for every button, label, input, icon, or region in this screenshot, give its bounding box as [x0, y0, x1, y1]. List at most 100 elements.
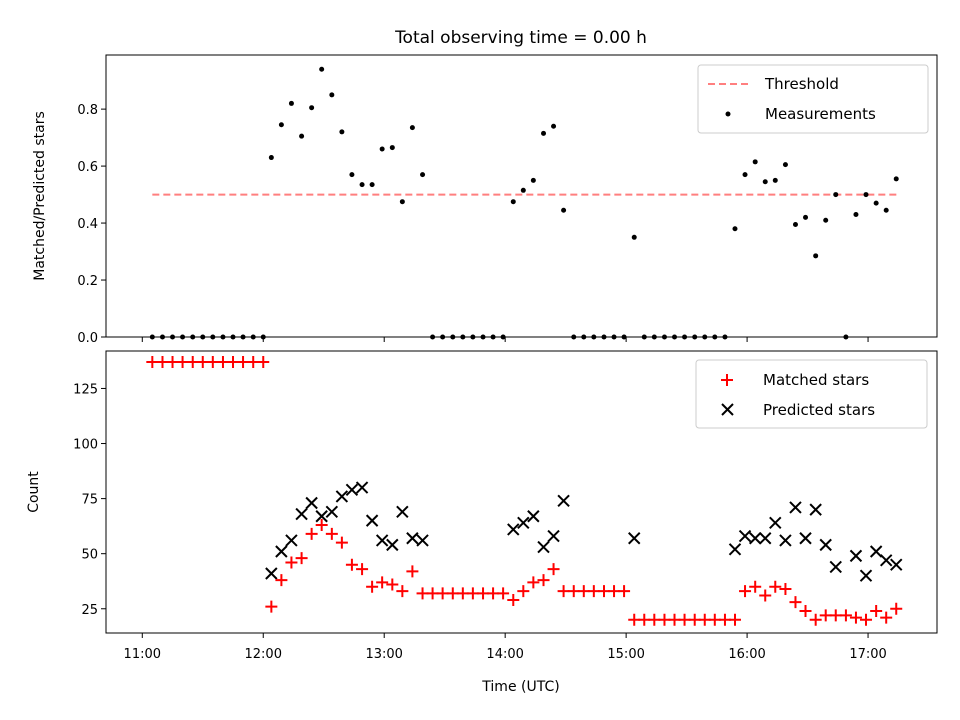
predicted-star-point — [295, 507, 308, 521]
matched-star-point — [819, 609, 832, 622]
matched-star-point — [345, 558, 358, 571]
measurement-point — [863, 192, 869, 198]
predicted-star-point — [799, 532, 812, 545]
predicted-star-point — [406, 532, 419, 545]
top-plot-frame — [105, 54, 938, 338]
top-panel: 0.00.20.40.60.8 Matched/Predicted stars … — [32, 54, 938, 346]
predicted-star-point — [738, 529, 752, 543]
matched-star-point — [227, 356, 240, 369]
matched-star-point — [799, 604, 812, 617]
top-y-axis-label: Matched/Predicted stars — [32, 111, 48, 281]
matched-star-point — [166, 356, 179, 369]
measurement-point — [329, 92, 335, 98]
predicted-star-point — [507, 523, 520, 536]
matched-star-point — [335, 536, 348, 549]
predicted-star-point — [859, 569, 873, 582]
matched-star-point — [366, 580, 379, 593]
measurement-point — [520, 187, 526, 193]
matched-star-point — [587, 585, 600, 598]
matched-star-point — [396, 585, 409, 598]
top-y-tick-label: 0.4 — [77, 217, 98, 232]
matched-star-point — [870, 604, 883, 617]
matched-star-point — [216, 356, 229, 369]
bottom-y-tick-label: 100 — [73, 438, 98, 453]
predicted-star-point — [517, 516, 530, 530]
measurement-point — [359, 182, 365, 188]
measurement-point — [510, 199, 516, 205]
predicted-star-point — [396, 505, 409, 519]
bottom-y-tick-label: 75 — [81, 493, 98, 508]
matched-star-point — [477, 587, 490, 600]
matched-star-point — [658, 613, 671, 626]
measurement-point — [893, 176, 899, 182]
bottom-x-tick-label: 12:00 — [245, 647, 282, 662]
measurement-point — [742, 172, 748, 178]
matched-star-point — [890, 602, 903, 615]
bottom-x-tick-label: 14:00 — [486, 647, 523, 662]
legend-matched-label: Matched stars — [763, 371, 869, 389]
matched-star-point — [779, 582, 792, 595]
predicted-star-point — [345, 483, 359, 497]
predicted-star-point — [869, 545, 883, 558]
matched-star-point — [839, 609, 852, 622]
predicted-star-point — [325, 505, 339, 519]
legend-predicted-swatch — [721, 403, 734, 416]
matched-star-point — [718, 613, 731, 626]
matched-star-point — [527, 576, 540, 589]
measurement-point — [883, 207, 889, 213]
measurement-point — [339, 129, 345, 135]
matched-star-point — [648, 613, 661, 626]
predicted-star-point — [769, 516, 782, 530]
legend-measurements-label: Measurements — [765, 105, 876, 123]
chart-title: Total observing time = 0.00 h — [394, 28, 647, 48]
measurement-point — [409, 125, 415, 131]
matched-star-point — [809, 613, 822, 626]
legend-threshold-label: Threshold — [764, 75, 839, 93]
matched-star-point — [466, 587, 479, 600]
matched-star-point — [416, 587, 429, 600]
matched-star-point — [608, 585, 621, 598]
predicted-star-point — [416, 534, 429, 547]
matched-star-point — [688, 613, 701, 626]
measurement-point — [782, 162, 788, 168]
bottom-x-tick-label: 17:00 — [849, 647, 886, 662]
measurement-point — [319, 66, 325, 72]
measurement-point — [772, 177, 778, 183]
matched-star-point — [567, 585, 580, 598]
matched-star-point — [708, 613, 721, 626]
predicted-star-point — [809, 503, 822, 516]
matched-star-point — [285, 556, 298, 569]
matched-star-point — [487, 587, 500, 600]
top-legend: Threshold Measurements — [697, 64, 929, 134]
predicted-star-point — [890, 558, 903, 571]
matched-star-point — [547, 563, 560, 576]
matched-star-point — [749, 580, 762, 593]
bottom-legend-box — [695, 359, 928, 429]
matched-star-point — [325, 527, 338, 540]
matched-star-point — [769, 580, 782, 593]
matched-star-point — [698, 613, 711, 626]
matched-star-point — [206, 356, 219, 369]
measurement-point — [541, 130, 547, 136]
bottom-x-tick-label: 11:00 — [124, 647, 161, 662]
predicted-star-point — [527, 510, 540, 523]
matched-star-point — [196, 356, 209, 369]
predicted-star-point — [779, 534, 792, 547]
measurement-point — [369, 182, 375, 188]
matched-star-point — [237, 356, 250, 369]
predicted-star-point — [879, 554, 893, 567]
measurement-point — [309, 105, 315, 111]
bottom-y-tick-label: 25 — [81, 603, 98, 618]
predicted-star-point — [849, 549, 863, 563]
measurement-point — [561, 207, 567, 213]
measurement-point — [420, 172, 426, 178]
predicted-star-point — [759, 532, 772, 545]
bottom-x-tick-label: 13:00 — [365, 647, 402, 662]
predicted-star-point — [789, 501, 802, 514]
measurement-point — [530, 177, 536, 183]
predicted-star-point — [275, 545, 288, 558]
matched-star-point — [265, 600, 278, 613]
predicted-star-point — [335, 490, 349, 503]
predicted-star-point — [386, 538, 399, 552]
